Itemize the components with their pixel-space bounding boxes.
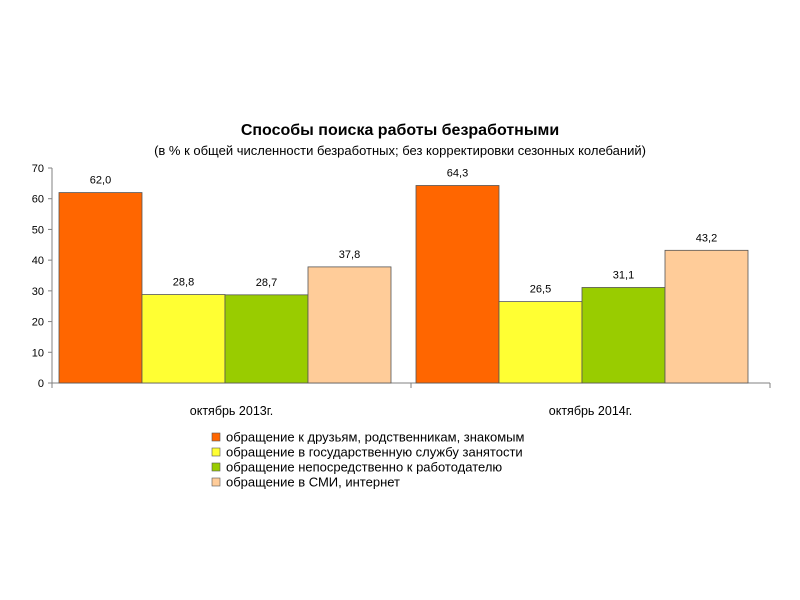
data-label: 62,0: [90, 175, 111, 187]
legend-swatch: [211, 462, 221, 472]
legend-label: обращение в государственную службу занят…: [226, 445, 523, 460]
legend: обращение к друзьям, родственникам, знак…: [211, 430, 525, 490]
y-tick-label: 70: [32, 163, 44, 175]
bar: [498, 301, 583, 384]
legend-swatch: [211, 477, 221, 487]
data-label: 64,3: [447, 168, 468, 180]
y-tick-label: 30: [32, 286, 44, 298]
bar: [141, 294, 226, 384]
legend-label: обращение к друзьям, родственникам, знак…: [226, 430, 525, 445]
y-tick-label: 0: [38, 378, 44, 390]
bar: [224, 294, 309, 384]
plot-area: 0 10 20 30 40 50 60 70 62,0 28,8 28,7 37,8 октябрь 2…: [32, 163, 771, 418]
y-tick-label: 50: [32, 224, 44, 236]
legend-swatch: [211, 432, 221, 442]
data-label: 43,2: [696, 232, 717, 244]
legend-swatch: [211, 447, 221, 457]
legend-label: обращение в СМИ, интернет: [226, 475, 400, 490]
y-tick-label: 10: [32, 347, 44, 359]
y-tick-label: 40: [32, 255, 44, 267]
x-category-label: октябрь 2014г.: [549, 404, 632, 418]
data-label: 37,8: [339, 249, 360, 261]
bar: [581, 287, 666, 384]
bar: [58, 192, 143, 384]
y-tick-label: 20: [32, 317, 44, 329]
y-tick-label: 60: [32, 194, 44, 206]
x-category-label: октябрь 2013г.: [190, 404, 273, 418]
legend-label: обращение непосредственно к работодателю: [226, 460, 502, 475]
bar: [664, 249, 749, 384]
data-label: 28,8: [173, 277, 194, 289]
data-label: 28,7: [256, 277, 277, 289]
bar: [415, 185, 500, 384]
bar: [307, 266, 392, 384]
data-label: 31,1: [613, 269, 634, 281]
data-label: 26,5: [530, 284, 551, 296]
chart-subtitle: (в % к общей численности безработных; бе…: [154, 143, 646, 158]
chart-title: Способы поиска работы безработными: [241, 122, 559, 139]
